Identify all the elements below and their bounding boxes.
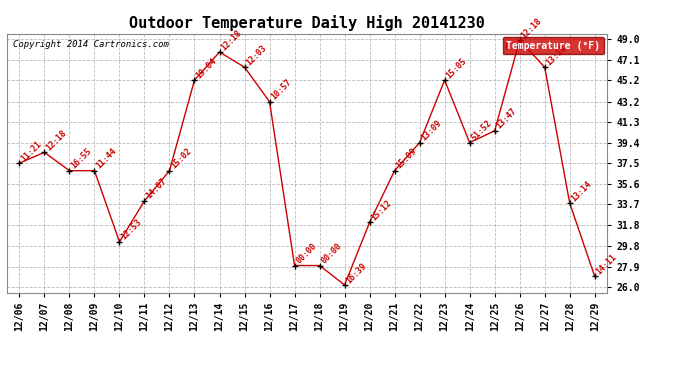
Text: 11:44: 11:44: [95, 147, 119, 171]
Text: 13:47: 13:47: [495, 107, 519, 131]
Text: 14:07: 14:07: [144, 177, 168, 201]
Text: 51:52: 51:52: [470, 118, 493, 142]
Text: 13:09: 13:09: [420, 118, 444, 142]
Text: 10:57: 10:57: [270, 78, 293, 102]
Text: 14:11: 14:11: [595, 252, 619, 276]
Text: 00:00: 00:00: [295, 242, 319, 266]
Text: Copyright 2014 Cartronics.com: Copyright 2014 Cartronics.com: [13, 40, 169, 49]
Text: 12:18: 12:18: [520, 16, 544, 40]
Text: 16:39: 16:39: [344, 261, 368, 285]
Text: 15:02: 15:02: [170, 147, 193, 171]
Legend: Temperature (°F): Temperature (°F): [502, 37, 604, 54]
Text: 11:21: 11:21: [19, 139, 43, 163]
Text: 00:00: 00:00: [319, 242, 344, 266]
Text: 16:55: 16:55: [70, 147, 93, 171]
Title: Outdoor Temperature Daily High 20141230: Outdoor Temperature Daily High 20141230: [129, 15, 485, 31]
Text: 15:05: 15:05: [444, 56, 469, 80]
Text: 15:09: 15:09: [395, 147, 419, 171]
Text: 12:18: 12:18: [219, 28, 244, 52]
Text: 15:12: 15:12: [370, 198, 393, 222]
Text: 19:04: 19:04: [195, 56, 219, 80]
Text: 12:53: 12:53: [119, 218, 144, 242]
Text: 12:18: 12:18: [44, 128, 68, 152]
Text: 12:03: 12:03: [244, 43, 268, 67]
Text: 13:14: 13:14: [570, 179, 593, 203]
Text: 13:18: 13:18: [544, 43, 569, 67]
